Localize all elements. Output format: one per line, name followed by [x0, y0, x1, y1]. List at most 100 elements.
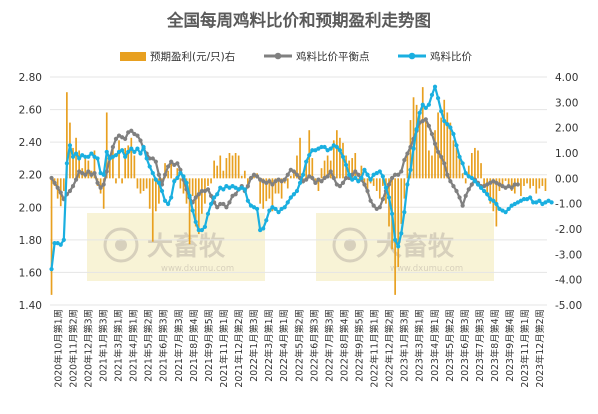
ratio-point	[420, 102, 425, 107]
profit-bar	[237, 155, 240, 179]
profit-bar	[194, 178, 197, 227]
profit-bar	[78, 150, 80, 179]
ratio-point	[457, 154, 462, 159]
balance-point	[92, 170, 97, 176]
balance-point	[52, 180, 57, 185]
balance-point	[399, 169, 404, 174]
y-left-tick-label: 2.00	[19, 202, 42, 214]
x-tick-label: 2021年5月第2周	[143, 309, 155, 382]
ratio-point	[442, 118, 447, 124]
x-tick-label: 2020年11月第2周	[67, 309, 79, 388]
balance-point	[150, 156, 155, 161]
profit-bar	[523, 178, 525, 186]
y-axis-right: 4.00 3.00 2.00 1.00 0.00 -1.00 -2.00 -3.00 -4.00…	[555, 72, 582, 312]
balance-point	[58, 190, 63, 195]
ratio-point	[261, 226, 266, 231]
balance-point	[426, 123, 431, 128]
profit-bar	[124, 147, 127, 179]
profit-bar	[332, 140, 335, 179]
profit-bar	[289, 175, 292, 179]
profit-bar	[428, 150, 430, 179]
ratio-point	[162, 198, 168, 203]
profit-bar	[219, 155, 222, 179]
watermark: 大畜牧 www.dxumu.com	[316, 213, 494, 281]
balance-point	[340, 180, 346, 185]
balance-point	[55, 185, 60, 190]
profit-bar	[133, 155, 136, 179]
balance-point	[129, 128, 134, 133]
y-right-tick-label: 2.00	[555, 123, 578, 135]
ratio-point	[485, 192, 490, 197]
profit-bar	[253, 175, 255, 179]
ratio-point	[365, 172, 370, 177]
balance-point	[304, 177, 309, 182]
profit-bar	[213, 160, 215, 179]
balance-point	[356, 172, 361, 177]
x-tick-label: 2021年1月第3周	[98, 309, 110, 382]
ratio-point	[273, 206, 278, 212]
profit-bar	[544, 178, 547, 191]
ratio-point	[123, 154, 128, 159]
x-tick-label: 2022年7月第3周	[323, 309, 335, 382]
y-right-tick-label: 3.00	[555, 97, 578, 109]
balance-point	[233, 192, 238, 197]
balance-point	[466, 187, 471, 192]
balance-point	[439, 154, 444, 159]
balance-point	[123, 136, 128, 141]
profit-bar	[274, 178, 277, 194]
ratio-point	[454, 143, 459, 148]
profit-bar	[299, 137, 301, 179]
profit-bar	[348, 160, 350, 179]
profit-bar	[207, 178, 209, 186]
profit-bar	[492, 178, 495, 212]
profit-bar	[151, 178, 154, 242]
profit-bar	[452, 140, 455, 179]
ratio-point	[196, 227, 201, 233]
ratio-point	[411, 146, 416, 151]
profit-bar	[142, 178, 145, 191]
profit-bar	[320, 168, 323, 179]
ratio-point	[417, 110, 422, 115]
profit-bar	[440, 117, 443, 179]
ratio-point	[132, 149, 137, 155]
ratio-point	[426, 102, 431, 107]
y-right-tick-label: -2.00	[555, 224, 582, 236]
profit-bar	[145, 178, 148, 189]
profit-bar	[397, 178, 400, 267]
ratio-point	[301, 172, 306, 177]
balance-point	[386, 182, 392, 187]
profit-bar	[148, 178, 151, 209]
profit-bar	[240, 175, 243, 179]
balance-point	[70, 184, 76, 189]
legend-label-balance: 鸡料比价平衡点	[296, 50, 370, 63]
y-left-tick-label: 2.20	[19, 170, 42, 182]
x-tick-label: 2021年3月第1周	[113, 309, 125, 382]
profit-bar	[477, 150, 479, 179]
ratio-point	[291, 192, 296, 197]
balance-point	[448, 179, 453, 184]
balance-point	[377, 205, 382, 210]
balance-point	[331, 175, 336, 181]
ratio-point	[64, 161, 69, 166]
balance-point	[248, 175, 254, 181]
profit-bar	[72, 147, 74, 179]
watermark-group: 大畜牧 www.dxumu.com 大畜牧 www.dxumu.com	[87, 213, 494, 281]
profit-bar	[84, 155, 87, 179]
profit-bar	[458, 158, 461, 179]
profit-bar	[360, 165, 363, 179]
profit-bar	[421, 87, 424, 179]
ratio-point	[67, 143, 73, 148]
watermark: 大畜牧 www.dxumu.com	[87, 213, 265, 281]
profit-bar	[158, 178, 160, 204]
profit-bar	[271, 178, 274, 212]
ratio-point	[147, 164, 152, 169]
balance-point	[199, 188, 204, 194]
ratio-point	[460, 161, 465, 166]
y-axis-left: 1.40 1.60 1.80 2.00 2.20 2.40 2.60 2.80	[19, 72, 42, 312]
profit-bar	[526, 178, 528, 184]
ratio-point	[408, 167, 413, 172]
ratio-point	[129, 146, 134, 151]
ratio-point	[49, 267, 54, 272]
balance-point	[463, 193, 468, 198]
